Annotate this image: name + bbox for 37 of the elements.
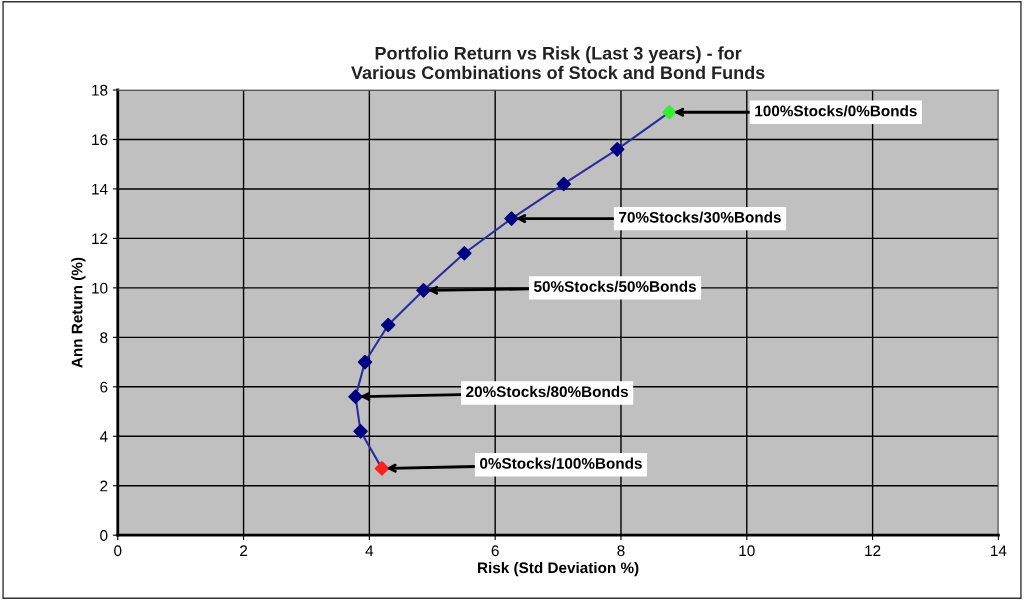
point	[416, 283, 431, 298]
point	[374, 461, 390, 476]
y-axis-title: Ann Return (%)	[71, 257, 86, 368]
y-tick-label: 16	[92, 134, 108, 146]
point	[504, 211, 519, 226]
chart-title: Portfolio Return vs Risk (Last 3 years) - for Various Combinations of Stock and Bond Funds	[351, 46, 765, 80]
annotation: 70%Stocks/30%Bonds	[619, 211, 781, 223]
point	[353, 424, 368, 439]
point	[609, 142, 625, 157]
point	[348, 389, 363, 404]
x-tick-label: 4	[365, 545, 374, 556]
y-tick-label: 10	[92, 282, 108, 294]
annotation: 0%Stocks/100%Bonds	[480, 457, 642, 469]
point	[357, 354, 373, 370]
x-tick-label: 0	[114, 545, 122, 557]
x-tick-label: 14	[991, 545, 1007, 556]
x-tick-label: 10	[739, 545, 755, 557]
x-tick-label: 2	[240, 545, 248, 556]
x-axis-title: Risk (Std Deviation %)	[478, 561, 639, 577]
point	[457, 245, 472, 261]
x-tick-label: 12	[865, 545, 881, 556]
y-tick-label: 0	[100, 530, 108, 541]
point	[662, 104, 677, 120]
y-tick-label: 14	[92, 183, 108, 195]
point	[380, 317, 396, 333]
y-tick-label: 8	[100, 332, 108, 344]
annotation: 50%Stocks/50%Bonds	[534, 280, 696, 293]
y-tick-label: 4	[99, 431, 108, 442]
y-tick-label: 2	[100, 480, 108, 492]
y-tick-label: 18	[92, 84, 108, 96]
x-tick-label: 6	[491, 545, 499, 557]
annotation: 100%Stocks/0%Bonds	[755, 105, 917, 117]
x-tick-label: 8	[617, 545, 625, 557]
y-tick-label: 6	[100, 381, 108, 393]
annotation: 20%Stocks/80%Bonds	[466, 385, 629, 398]
y-tick-label: 12	[92, 233, 108, 244]
point	[556, 176, 572, 192]
